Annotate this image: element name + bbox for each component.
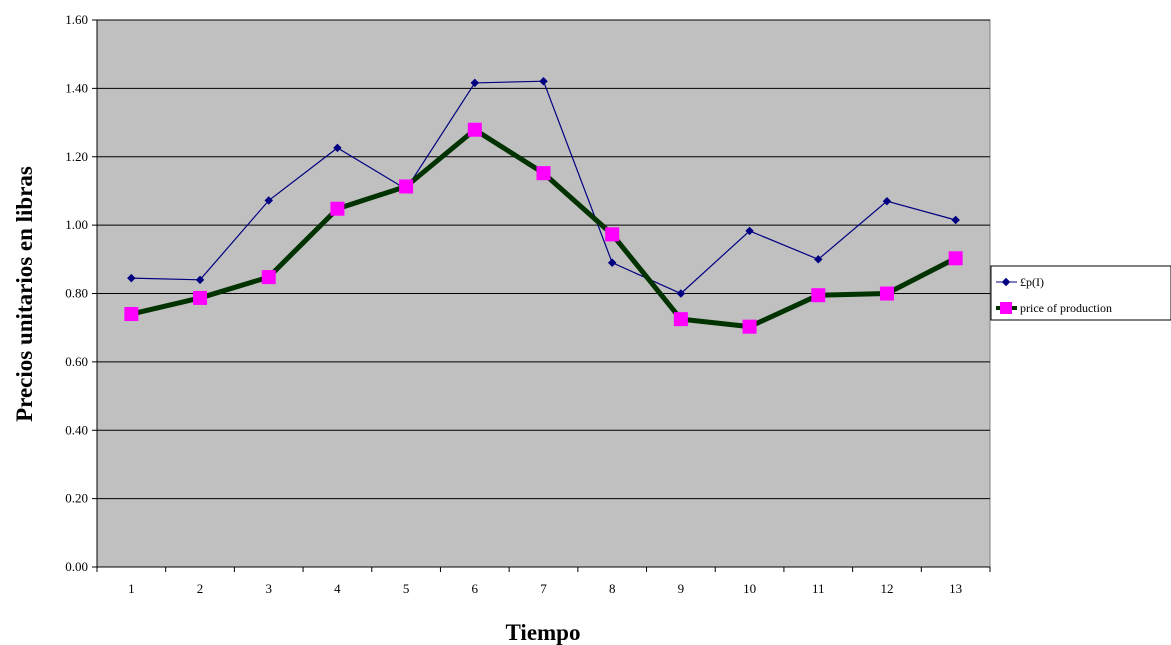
x-tick-label: 12	[880, 581, 893, 596]
gridlines	[97, 19, 990, 500]
x-tick-label: 2	[197, 581, 204, 596]
legend: £p(I) price of production	[990, 265, 1171, 321]
y-tick-label: 0.20	[65, 491, 88, 506]
y-axis-title: Precios unitarios en libras	[12, 166, 37, 422]
data-point-price-of-production	[742, 319, 757, 334]
y-tick-label: 0.60	[65, 354, 88, 369]
y-tick-label: 0.80	[65, 286, 88, 301]
y-tick-label: 1.00	[65, 217, 88, 232]
data-point-fp	[607, 258, 617, 267]
legend-label-series-2: price of production	[1020, 301, 1112, 315]
x-tick-label: 13	[949, 581, 962, 596]
data-point-price-of-production	[811, 288, 826, 303]
y-tick-label: 0.00	[65, 559, 88, 574]
data-point-price-of-production	[879, 286, 894, 301]
x-tick-label: 3	[265, 581, 272, 596]
axes	[92, 19, 991, 572]
data-point-price-of-production	[330, 201, 345, 216]
data-point-fp	[264, 196, 273, 205]
data-point-price-of-production	[673, 312, 688, 327]
y-tick-label: 1.40	[65, 80, 88, 95]
x-tick-labels: 1 2 3 4 5 6 7 8 9 10 11 12 13	[128, 581, 962, 596]
x-tick-label: 11	[812, 581, 825, 596]
legend-marker-series-1	[1001, 277, 1011, 287]
y-tick-label: 1.20	[65, 149, 88, 164]
legend-box	[990, 265, 1171, 321]
y-tick-label: 0.40	[65, 422, 88, 437]
x-tick-label: 1	[128, 581, 135, 596]
x-tick-label: 8	[609, 581, 616, 596]
data-point-fp	[676, 289, 686, 298]
data-point-price-of-production	[948, 251, 963, 266]
y-tick-labels: 0.00 0.20 0.40 0.60 0.80 1.00 1.20 1.40 1.60	[65, 12, 88, 574]
data-point-fp	[470, 78, 480, 88]
legend-label-series-1: £p(I)	[1020, 275, 1044, 289]
data-point-fp	[127, 273, 136, 283]
x-tick-label: 7	[540, 581, 547, 596]
x-axis-title: Tiempo	[506, 620, 581, 645]
data-point-fp	[195, 275, 205, 285]
data-point-price-of-production	[605, 227, 620, 242]
data-point-fp	[333, 143, 342, 153]
data-point-price-of-production	[467, 122, 482, 137]
x-tick-label: 9	[678, 581, 685, 596]
data-point-price-of-production	[193, 290, 208, 305]
data-point-fp	[814, 255, 823, 264]
data-point-price-of-production	[536, 166, 551, 181]
x-tick-label: 10	[743, 581, 756, 596]
data-point-price-of-production	[261, 270, 276, 285]
data-point-price-of-production	[124, 307, 139, 322]
x-tick-label: 6	[472, 581, 479, 596]
x-tick-label: 5	[403, 581, 410, 596]
y-tick-label: 1.60	[65, 12, 88, 27]
data-point-price-of-production	[399, 179, 414, 194]
x-tick-label: 4	[334, 581, 341, 596]
legend-marker-series-2	[1000, 302, 1012, 314]
